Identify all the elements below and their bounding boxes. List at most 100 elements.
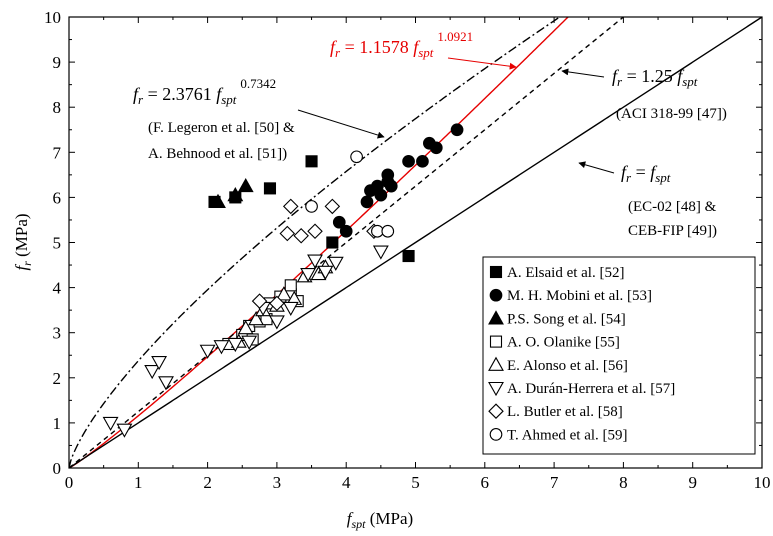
- annotation-aci: fr = 1.25 fspt (ACI 318-99 [47]): [561, 66, 727, 122]
- y-tick-label: 1: [53, 414, 62, 433]
- curve-fit: [69, 17, 570, 468]
- svg-text:fr = 1.1578 fspt1.0921: fr = 1.1578 fspt1.0921: [330, 29, 473, 60]
- y-tick-label: 6: [53, 188, 62, 207]
- x-tick-label: 5: [411, 473, 420, 492]
- point-series-6: [151, 355, 168, 371]
- point-series-6: [372, 245, 389, 260]
- aci-eq-sub1: r: [617, 74, 623, 89]
- legend-label-8: T. Ahmed et al. [59]: [507, 427, 628, 443]
- point-series-2: [374, 188, 388, 202]
- legeron-eq-sub1: r: [138, 92, 144, 107]
- legend-marker-2: [489, 288, 503, 302]
- aci-eq-base2: f: [677, 66, 685, 86]
- legend-label-1: A. Elsaid et al. [52]: [507, 265, 624, 281]
- point-series-6: [213, 340, 230, 355]
- annotation-ec: fr = fspt (EC-02 [48] & CEB-FIP [49]): [578, 161, 717, 239]
- aci-eq-mid: = 1.25: [622, 66, 677, 86]
- y-axis-label-base: f: [12, 264, 31, 271]
- point-series-3: [227, 187, 244, 202]
- y-tick-label: 0: [53, 459, 62, 478]
- curve-legeron: [69, 17, 561, 468]
- legeron-eq-mid: = 2.3761: [143, 84, 216, 104]
- point-series-2: [416, 154, 429, 168]
- point-series-6: [241, 335, 258, 350]
- fit-eq-mid: = 1.1578: [340, 37, 413, 57]
- x-tick-label: 9: [688, 473, 697, 492]
- legend-marker-8: [489, 428, 503, 441]
- legend-marker-5: [488, 356, 504, 371]
- x-axis-ticks: 0 1 2 3 4 5 6 7 8 9 10: [65, 17, 771, 492]
- fit-eq-base2: f: [413, 37, 421, 57]
- x-tick-label: 1: [134, 473, 143, 492]
- x-tick-label: 3: [273, 473, 282, 492]
- aci-eq-base: f: [612, 66, 620, 86]
- point-series-2: [450, 123, 464, 137]
- point-series-5: [237, 320, 254, 335]
- point-series-8: [381, 224, 395, 238]
- curve-ec: [69, 17, 762, 468]
- x-tick-label: 7: [550, 473, 559, 492]
- legend-box: [482, 256, 756, 455]
- point-series-3: [210, 193, 226, 208]
- y-tick-label: 7: [53, 143, 62, 162]
- annotation-legeron: fr = 2.3761 fspt0.7342 (F. Legeron et al…: [133, 76, 385, 162]
- point-series-5: [275, 286, 292, 301]
- annotation-fit: fr = 1.1578 fspt1.0921: [330, 29, 517, 70]
- y-tick-label: 8: [53, 98, 62, 117]
- y-axis-ticks: 0 1 2 3 4 5 6 7 8 9 10: [44, 8, 762, 478]
- x-tick-label: 2: [203, 473, 212, 492]
- fit-eq-sub1: r: [335, 45, 341, 60]
- point-series-1: [326, 236, 339, 249]
- legeron-ref-2: A. Behnood et al. [51]): [148, 146, 287, 162]
- fit-eq-sub2: spt: [418, 45, 434, 60]
- point-series-1: [305, 155, 318, 168]
- point-series-2: [339, 224, 353, 238]
- point-series-6: [116, 423, 133, 438]
- legend-marker-6: [488, 381, 504, 397]
- legend-label-5: E. Alonso et al. [56]: [507, 358, 628, 374]
- point-series-6: [268, 315, 285, 330]
- y-axis-label-unit: (MPa): [12, 213, 31, 261]
- ec-arrow: [578, 161, 615, 174]
- y-tick-label: 9: [53, 53, 62, 72]
- y-tick-label: 5: [53, 234, 62, 253]
- point-series-2: [384, 179, 398, 193]
- ec-ref-1: (EC-02 [48] &: [628, 199, 717, 215]
- ec-eq-sub1: r: [626, 170, 632, 185]
- aci-eq-sub2: spt: [682, 74, 698, 89]
- x-axis-label-unit: (MPa): [366, 509, 414, 528]
- point-series-7: [279, 225, 296, 242]
- x-axis-label-base: f: [347, 509, 354, 528]
- point-series-6: [307, 254, 323, 269]
- data-points: [102, 123, 464, 438]
- point-series-6: [158, 376, 174, 391]
- point-series-3: [237, 177, 254, 193]
- point-series-6: [300, 268, 317, 283]
- x-tick-label: 8: [619, 473, 628, 492]
- legeron-arrow: [297, 109, 385, 139]
- ec-eq-mid: =: [631, 162, 650, 182]
- point-series-7: [293, 227, 309, 244]
- legeron-eq-exp: 0.7342: [240, 76, 276, 91]
- point-series-4: [284, 279, 297, 292]
- y-tick-label: 2: [53, 369, 62, 388]
- fit-arrow: [447, 57, 517, 70]
- legend-marker-3: [488, 310, 504, 325]
- y-axis-label-sub: r: [20, 261, 34, 266]
- y-axis-label: fr (MPa): [12, 213, 34, 270]
- svg-text:fr = fspt: fr = fspt: [621, 162, 671, 185]
- legend-label-7: L. Butler et al. [58]: [507, 404, 623, 420]
- point-series-7: [269, 295, 285, 312]
- point-series-8: [305, 200, 318, 213]
- trend-lines: [69, 17, 762, 468]
- point-series-5: [248, 311, 265, 326]
- ec-eq-sub2: spt: [655, 170, 671, 185]
- point-series-8: [350, 150, 363, 164]
- legeron-ref-1: (F. Legeron et al. [50] &: [148, 120, 295, 136]
- x-axis-label-sub: spt: [352, 517, 367, 531]
- x-tick-label: 4: [342, 473, 351, 492]
- legend-label-6: A. Durán-Herrera et al. [57]: [507, 381, 675, 397]
- ec-eq-base: f: [621, 162, 629, 182]
- point-series-6: [327, 256, 344, 271]
